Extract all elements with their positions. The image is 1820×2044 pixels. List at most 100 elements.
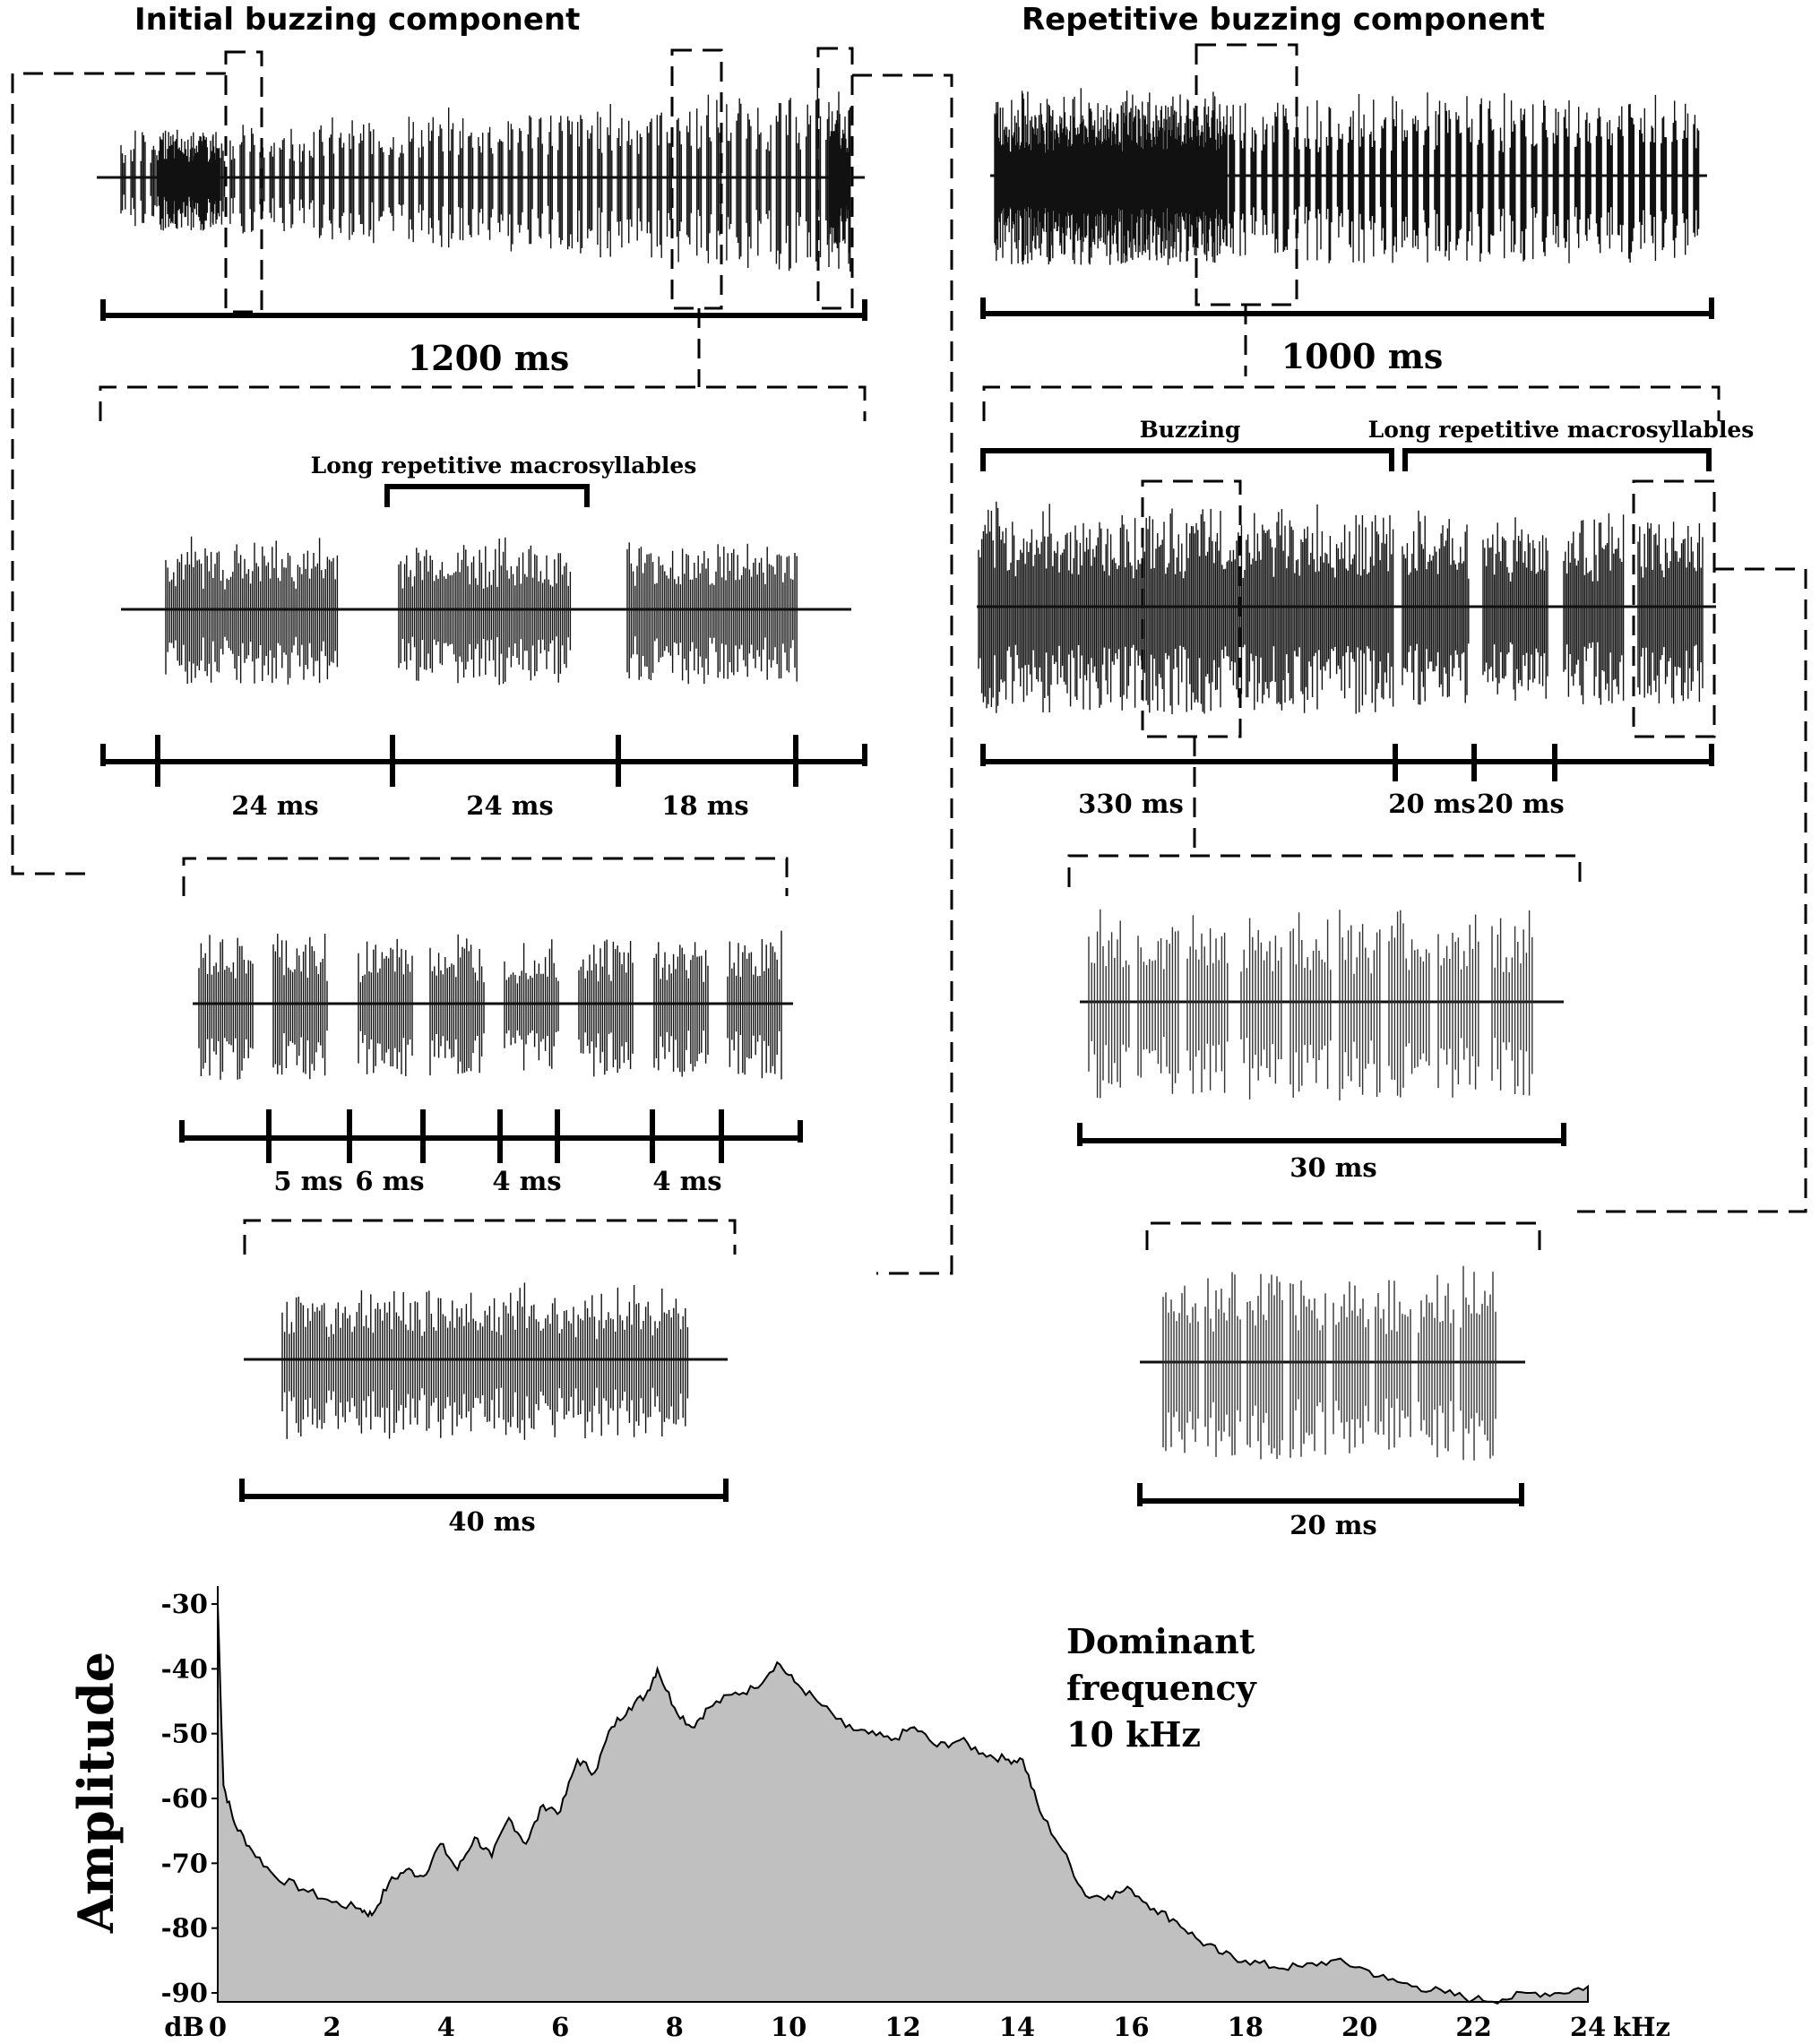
- waveform-burst: [272, 933, 328, 1080]
- waveform-burst: [279, 138, 285, 231]
- waveform-burst: [1482, 517, 1548, 701]
- waveform-burst: [1455, 112, 1462, 251]
- waveform-burst: [1290, 912, 1332, 1098]
- waveform-burst: [828, 109, 850, 254]
- waveform-burst: [497, 139, 504, 233]
- right-section-duration-1: 330 ms: [1078, 789, 1184, 819]
- right-overview-waveform: [990, 88, 1707, 265]
- x-tick-label: 12: [884, 2012, 920, 2042]
- waveform-burst: [1304, 106, 1311, 261]
- waveform-burst: [706, 94, 712, 263]
- right-detail2-scale: 20 ms: [1290, 1510, 1376, 1540]
- waveform-burst: [527, 115, 533, 245]
- waveform-burst: [815, 87, 822, 269]
- waveform-burst: [726, 104, 732, 261]
- waveform-burst: [165, 536, 339, 685]
- waveform-burst: [1339, 910, 1381, 1100]
- waveform-burst: [429, 934, 485, 1076]
- waveform-burst: [358, 938, 413, 1076]
- waveform-burst: [1477, 98, 1484, 263]
- waveform-burst: [150, 145, 156, 217]
- waveform-burst: [617, 117, 623, 248]
- waveform-burst: [1358, 94, 1365, 263]
- x-tick-label: 4: [437, 2012, 455, 2042]
- waveform-burst: [229, 140, 236, 224]
- waveform-burst: [1204, 1272, 1241, 1457]
- waveform-burst: [587, 125, 593, 238]
- y-tick-label: -90: [161, 1978, 208, 2008]
- waveform-burst: [805, 104, 812, 258]
- waveform-burst: [298, 143, 305, 224]
- waveform-burst: [1162, 1285, 1199, 1453]
- waveform-burst: [1466, 96, 1473, 261]
- waveform-burst: [994, 88, 1228, 265]
- right-section-label-buzzing: Buzzing: [1140, 417, 1241, 443]
- right-section-waveform: [977, 501, 1716, 714]
- waveform-burst: [1379, 116, 1386, 254]
- dashed-connectors: [11, 43, 1807, 1275]
- left-syllable-duration-2: 6 ms: [355, 1166, 424, 1196]
- waveform-burst: [1552, 108, 1559, 247]
- left-overview-scale: 1200 ms: [408, 338, 570, 378]
- waveform-burst: [1509, 100, 1516, 253]
- heading-repetitive-buzzing: Repetitive buzzing component: [1022, 2, 1545, 38]
- waveform-burst: [785, 98, 791, 272]
- waveform-burst: [696, 108, 703, 256]
- waveform-burst: [1574, 107, 1581, 248]
- left-syllable-waveform: [193, 930, 793, 1080]
- waveform-burst: [1520, 108, 1527, 262]
- waveform-burst: [1282, 104, 1290, 252]
- waveform-burst: [1272, 102, 1279, 254]
- waveform-burst: [437, 125, 444, 247]
- waveform-burst: [597, 111, 603, 258]
- waveform-burst: [736, 98, 742, 260]
- waveform-burst: [289, 128, 295, 229]
- waveform-burst: [607, 104, 613, 257]
- waveform-burst: [1240, 918, 1282, 1100]
- waveform-burst: [1531, 104, 1538, 260]
- waveform-burst: [1412, 116, 1419, 250]
- waveform-burst: [1325, 107, 1333, 263]
- right-detail2-waveform: [1140, 1265, 1525, 1461]
- waveform-burst: [1375, 1280, 1411, 1450]
- spectrum-annotation-line-2: frequency: [1066, 1668, 1257, 1708]
- waveform-burst: [686, 111, 693, 245]
- waveform-burst: [1293, 105, 1300, 253]
- waveform-burst: [318, 125, 325, 238]
- waveform-burst: [1671, 100, 1678, 258]
- y-tick-label: -60: [161, 1783, 208, 1814]
- waveform-burst: [517, 128, 523, 233]
- spectrum-x-ticks: 0 2 4 6 8 10 12 14 16 18 20 22 24: [209, 2012, 1606, 2042]
- waveform-burst: [1541, 99, 1548, 256]
- x-tick-label: 20: [1341, 2012, 1377, 2042]
- waveform-burst: [1650, 94, 1657, 262]
- waveform-burst: [358, 124, 365, 235]
- waveform-burst: [1488, 100, 1495, 254]
- waveform-burst: [487, 126, 494, 240]
- waveform-burst: [1434, 100, 1441, 252]
- waveform-burst: [239, 125, 246, 234]
- left-macro-waveform: [121, 536, 851, 686]
- waveform-burst: [1229, 104, 1236, 254]
- waveform-burst: [418, 130, 424, 231]
- waveform-burst: [653, 942, 709, 1077]
- waveform-burst: [1498, 93, 1505, 259]
- spectrum-annotation-line-1: Dominant: [1066, 1621, 1255, 1661]
- left-macro-label: Long repetitive macrosyllables: [311, 453, 697, 479]
- waveforms: [97, 87, 1716, 1461]
- y-tick-label: -70: [161, 1848, 208, 1878]
- waveform-burst: [626, 120, 633, 244]
- y-tick-label: -80: [161, 1913, 208, 1944]
- waveform-burst: [1660, 116, 1668, 251]
- waveform-burst: [676, 117, 682, 263]
- waveform-burst: [408, 116, 414, 243]
- heading-initial-buzzing: Initial buzzing component: [134, 2, 580, 38]
- waveform-burst: [755, 108, 762, 256]
- right-detail1-scale: 30 ms: [1290, 1152, 1376, 1183]
- waveform-burst: [349, 120, 355, 240]
- left-syllable-duration-1: 5 ms: [273, 1166, 342, 1196]
- spectrum-annotation-line-3: 10 kHz: [1066, 1714, 1201, 1755]
- waveform-burst: [1250, 127, 1257, 236]
- waveform-burst: [746, 113, 752, 268]
- y-tick-label: -40: [161, 1653, 208, 1684]
